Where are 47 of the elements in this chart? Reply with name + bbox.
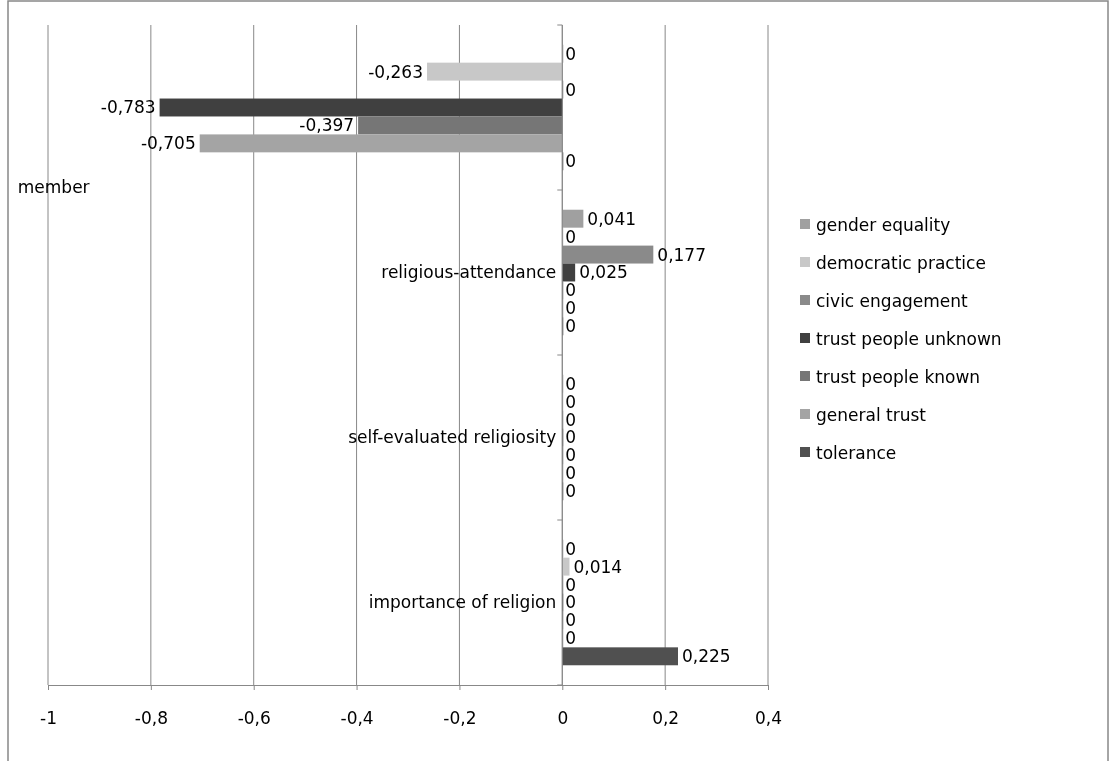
x-tick-label: 0 — [557, 708, 569, 729]
data-label: 0 — [565, 538, 577, 559]
x-tick-label: 0,2 — [652, 708, 680, 729]
legend-label: civic engagement — [816, 290, 969, 311]
data-label: 0 — [565, 409, 577, 430]
data-label: -0,783 — [100, 97, 156, 118]
data-label: 0 — [565, 298, 577, 319]
data-label: 0 — [565, 373, 577, 394]
data-label: 0 — [565, 280, 577, 301]
x-tick-label: -0,6 — [237, 708, 271, 729]
data-label: 0 — [565, 391, 577, 412]
y-tick-label: religious-attendance — [381, 262, 557, 283]
legend-label: trust people unknown — [816, 328, 1002, 349]
data-label: 0,041 — [587, 208, 637, 229]
x-tick-label: -0,4 — [340, 708, 374, 729]
data-label: 0 — [565, 574, 577, 595]
data-label: 0,025 — [579, 262, 628, 283]
x-tick-label: -1 — [40, 708, 57, 729]
data-label: 0 — [565, 481, 577, 502]
y-tick-label: self-evaluated religiosity — [348, 427, 557, 448]
data-label: 0 — [565, 445, 577, 466]
data-label: -0,263 — [368, 61, 424, 82]
legend-label: trust people known — [816, 366, 981, 387]
legend-label: tolerance — [816, 442, 897, 463]
legend-label: general trust — [816, 404, 927, 425]
data-label: -0,705 — [140, 133, 196, 154]
data-label: 0 — [565, 316, 577, 337]
data-label: 0,014 — [573, 556, 623, 577]
data-label: 0 — [565, 628, 577, 649]
x-tick-label: -0,8 — [134, 708, 168, 729]
y-tick-label: member — [17, 177, 90, 198]
data-label: 0 — [565, 226, 577, 247]
x-tick-label: -0,2 — [443, 708, 477, 729]
data-label: 0 — [565, 43, 577, 64]
data-label: 0 — [565, 592, 577, 613]
data-label: -0,397 — [299, 115, 355, 136]
data-label: 0 — [565, 610, 577, 631]
data-label: 0,177 — [657, 244, 706, 265]
legend-label: gender equality — [816, 214, 951, 235]
y-tick-label: importance of religion — [368, 592, 557, 613]
x-tick-label: 0,4 — [754, 708, 783, 729]
data-label: 0 — [565, 427, 577, 448]
data-label: 0,225 — [682, 646, 731, 667]
data-label: 0 — [565, 463, 577, 484]
legend-label: democratic practice — [816, 252, 986, 273]
data-label: 0 — [565, 151, 577, 172]
data-label: 0 — [565, 79, 577, 100]
